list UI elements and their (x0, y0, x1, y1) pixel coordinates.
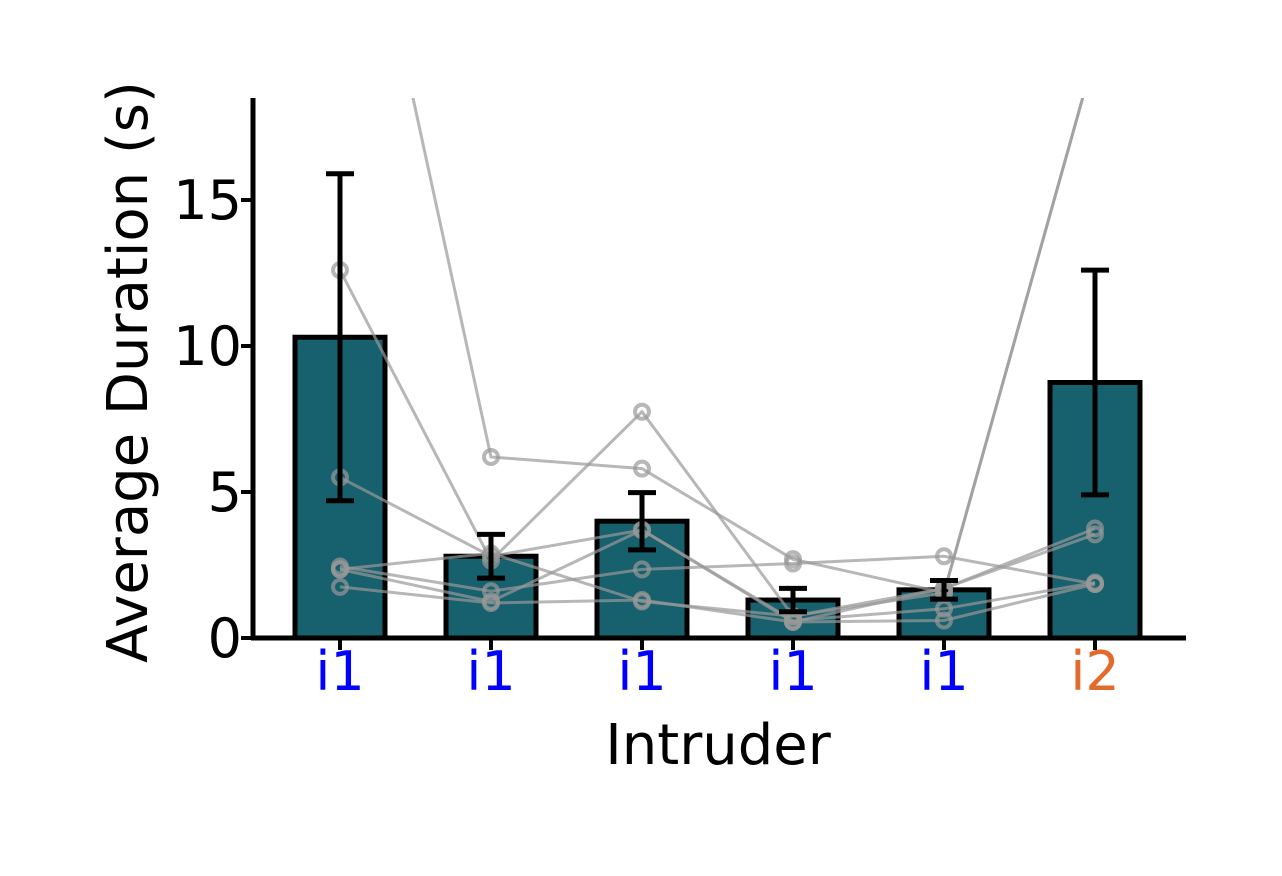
error-bars-layer (326, 171, 1109, 615)
error-bar (628, 490, 656, 553)
error-bar (477, 531, 505, 581)
y-axis-label: Average Duration (s) (96, 81, 161, 663)
error-bar (326, 171, 354, 504)
x-tick-label: i1 (617, 640, 666, 703)
y-tick-label: 0 (208, 607, 242, 670)
individual-point (633, 402, 651, 421)
x-tick-label: i1 (315, 640, 364, 703)
individual-point (482, 593, 500, 612)
x-tick-label: i2 (1070, 640, 1119, 703)
individual-line (339, 528, 1096, 623)
individual-point (935, 547, 953, 566)
x-tick-label: i1 (919, 640, 968, 703)
x-tick-label: i1 (768, 640, 817, 703)
individual-point (633, 459, 651, 478)
individual-line (339, 98, 1085, 618)
y-tick-label: 15 (173, 169, 242, 232)
y-tick-label: 5 (208, 461, 242, 524)
error-bar (779, 585, 807, 615)
individual-point (1086, 574, 1104, 593)
individual-lines-layer (331, 47, 1104, 631)
individual-point (1086, 525, 1104, 544)
individual-point (784, 550, 802, 569)
individual-point (482, 582, 500, 601)
individual-point (1088, 47, 1102, 61)
individual-point (1086, 519, 1104, 538)
individual-point (1088, 47, 1102, 61)
x-axis-label: Intruder (605, 713, 831, 778)
individual-line (411, 98, 1085, 595)
individual-point (331, 577, 349, 596)
individual-point (935, 611, 953, 630)
individual-point (331, 560, 349, 579)
individual-line (339, 582, 1096, 624)
y-ticks-layer: 0 5 10 15 (173, 169, 253, 670)
x-ticks-layer: i1 i1 i1 i1 i1 i2 (315, 638, 1120, 703)
y-tick-label: 10 (173, 315, 242, 378)
x-tick-label: i1 (466, 640, 515, 703)
error-bar (1081, 267, 1109, 498)
error-bar (930, 577, 958, 602)
individual-point (633, 560, 651, 579)
individual-point (633, 592, 651, 611)
individual-line (339, 554, 1096, 593)
bars-layer (292, 334, 1143, 641)
individual-point (482, 447, 500, 466)
individual-point (935, 599, 953, 618)
